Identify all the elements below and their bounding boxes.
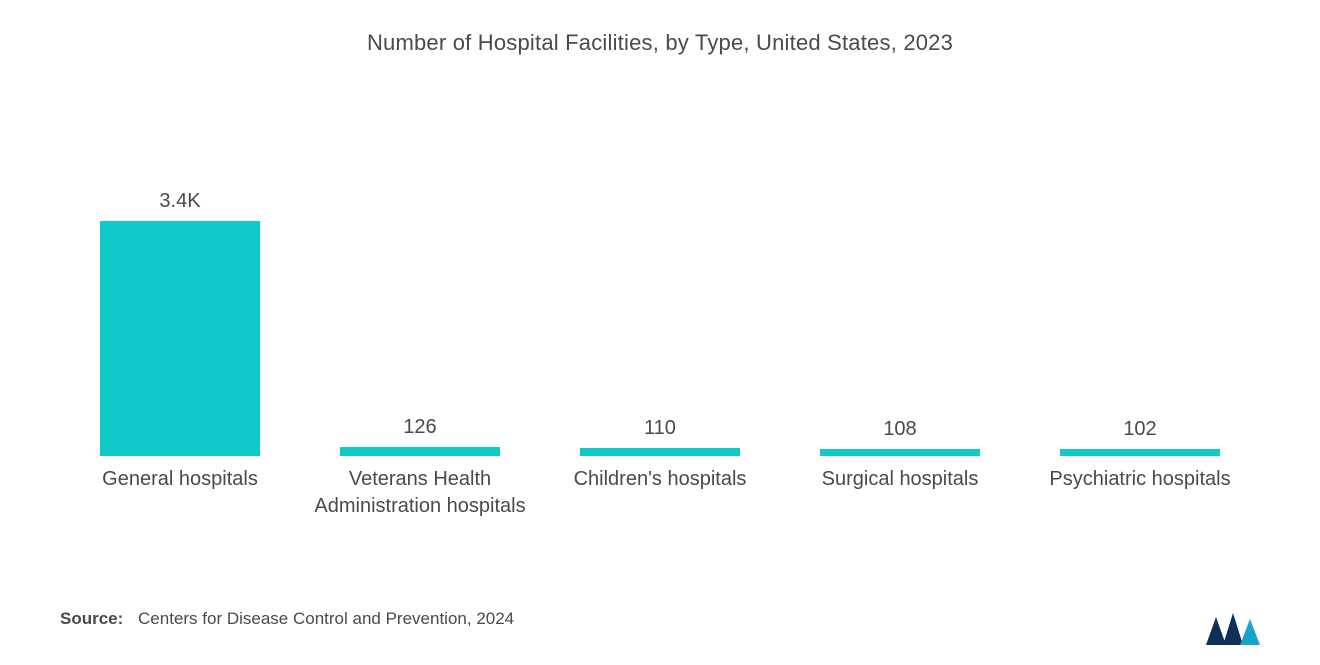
bar <box>100 221 260 456</box>
bar-value-label: 126 <box>403 416 436 439</box>
source-line: Source: Centers for Disease Control and … <box>60 609 514 629</box>
bar-group: 126 Veterans Health Administration hospit… <box>310 416 530 546</box>
bar-value-label: 3.4K <box>159 190 200 213</box>
chart-plot-area: 3.4K General hospitals 126 Veterans Health … <box>50 116 1270 586</box>
chart-footer: Source: Centers for Disease Control and … <box>50 586 1270 645</box>
bar <box>580 448 740 456</box>
bar-group: 3.4K General hospitals <box>70 190 290 546</box>
bar-group: 102 Psychiatric hospitals <box>1030 418 1250 546</box>
source-label: Source: <box>60 609 123 628</box>
bar-group: 110 Children's hospitals <box>550 417 770 546</box>
bar-category-label: Psychiatric hospitals <box>1049 466 1230 546</box>
chart-container: Number of Hospital Facilities, by Type, … <box>0 0 1320 665</box>
bar-category-label: Children's hospitals <box>574 466 747 546</box>
bar-value-label: 110 <box>644 417 676 440</box>
bar-category-label: General hospitals <box>102 466 258 546</box>
brand-logo-icon <box>1206 609 1260 645</box>
bar-category-label: Surgical hospitals <box>822 466 979 546</box>
bar-value-label: 102 <box>1123 418 1156 441</box>
bar-group: 108 Surgical hospitals <box>790 418 1010 546</box>
bar <box>340 447 500 456</box>
bar <box>1060 449 1220 456</box>
source-text: Centers for Disease Control and Preventi… <box>138 609 514 628</box>
chart-title: Number of Hospital Facilities, by Type, … <box>50 30 1270 56</box>
bar-value-label: 108 <box>883 418 916 441</box>
bar <box>820 449 980 456</box>
bar-category-label: Veterans Health Administration hospitals <box>310 466 530 546</box>
